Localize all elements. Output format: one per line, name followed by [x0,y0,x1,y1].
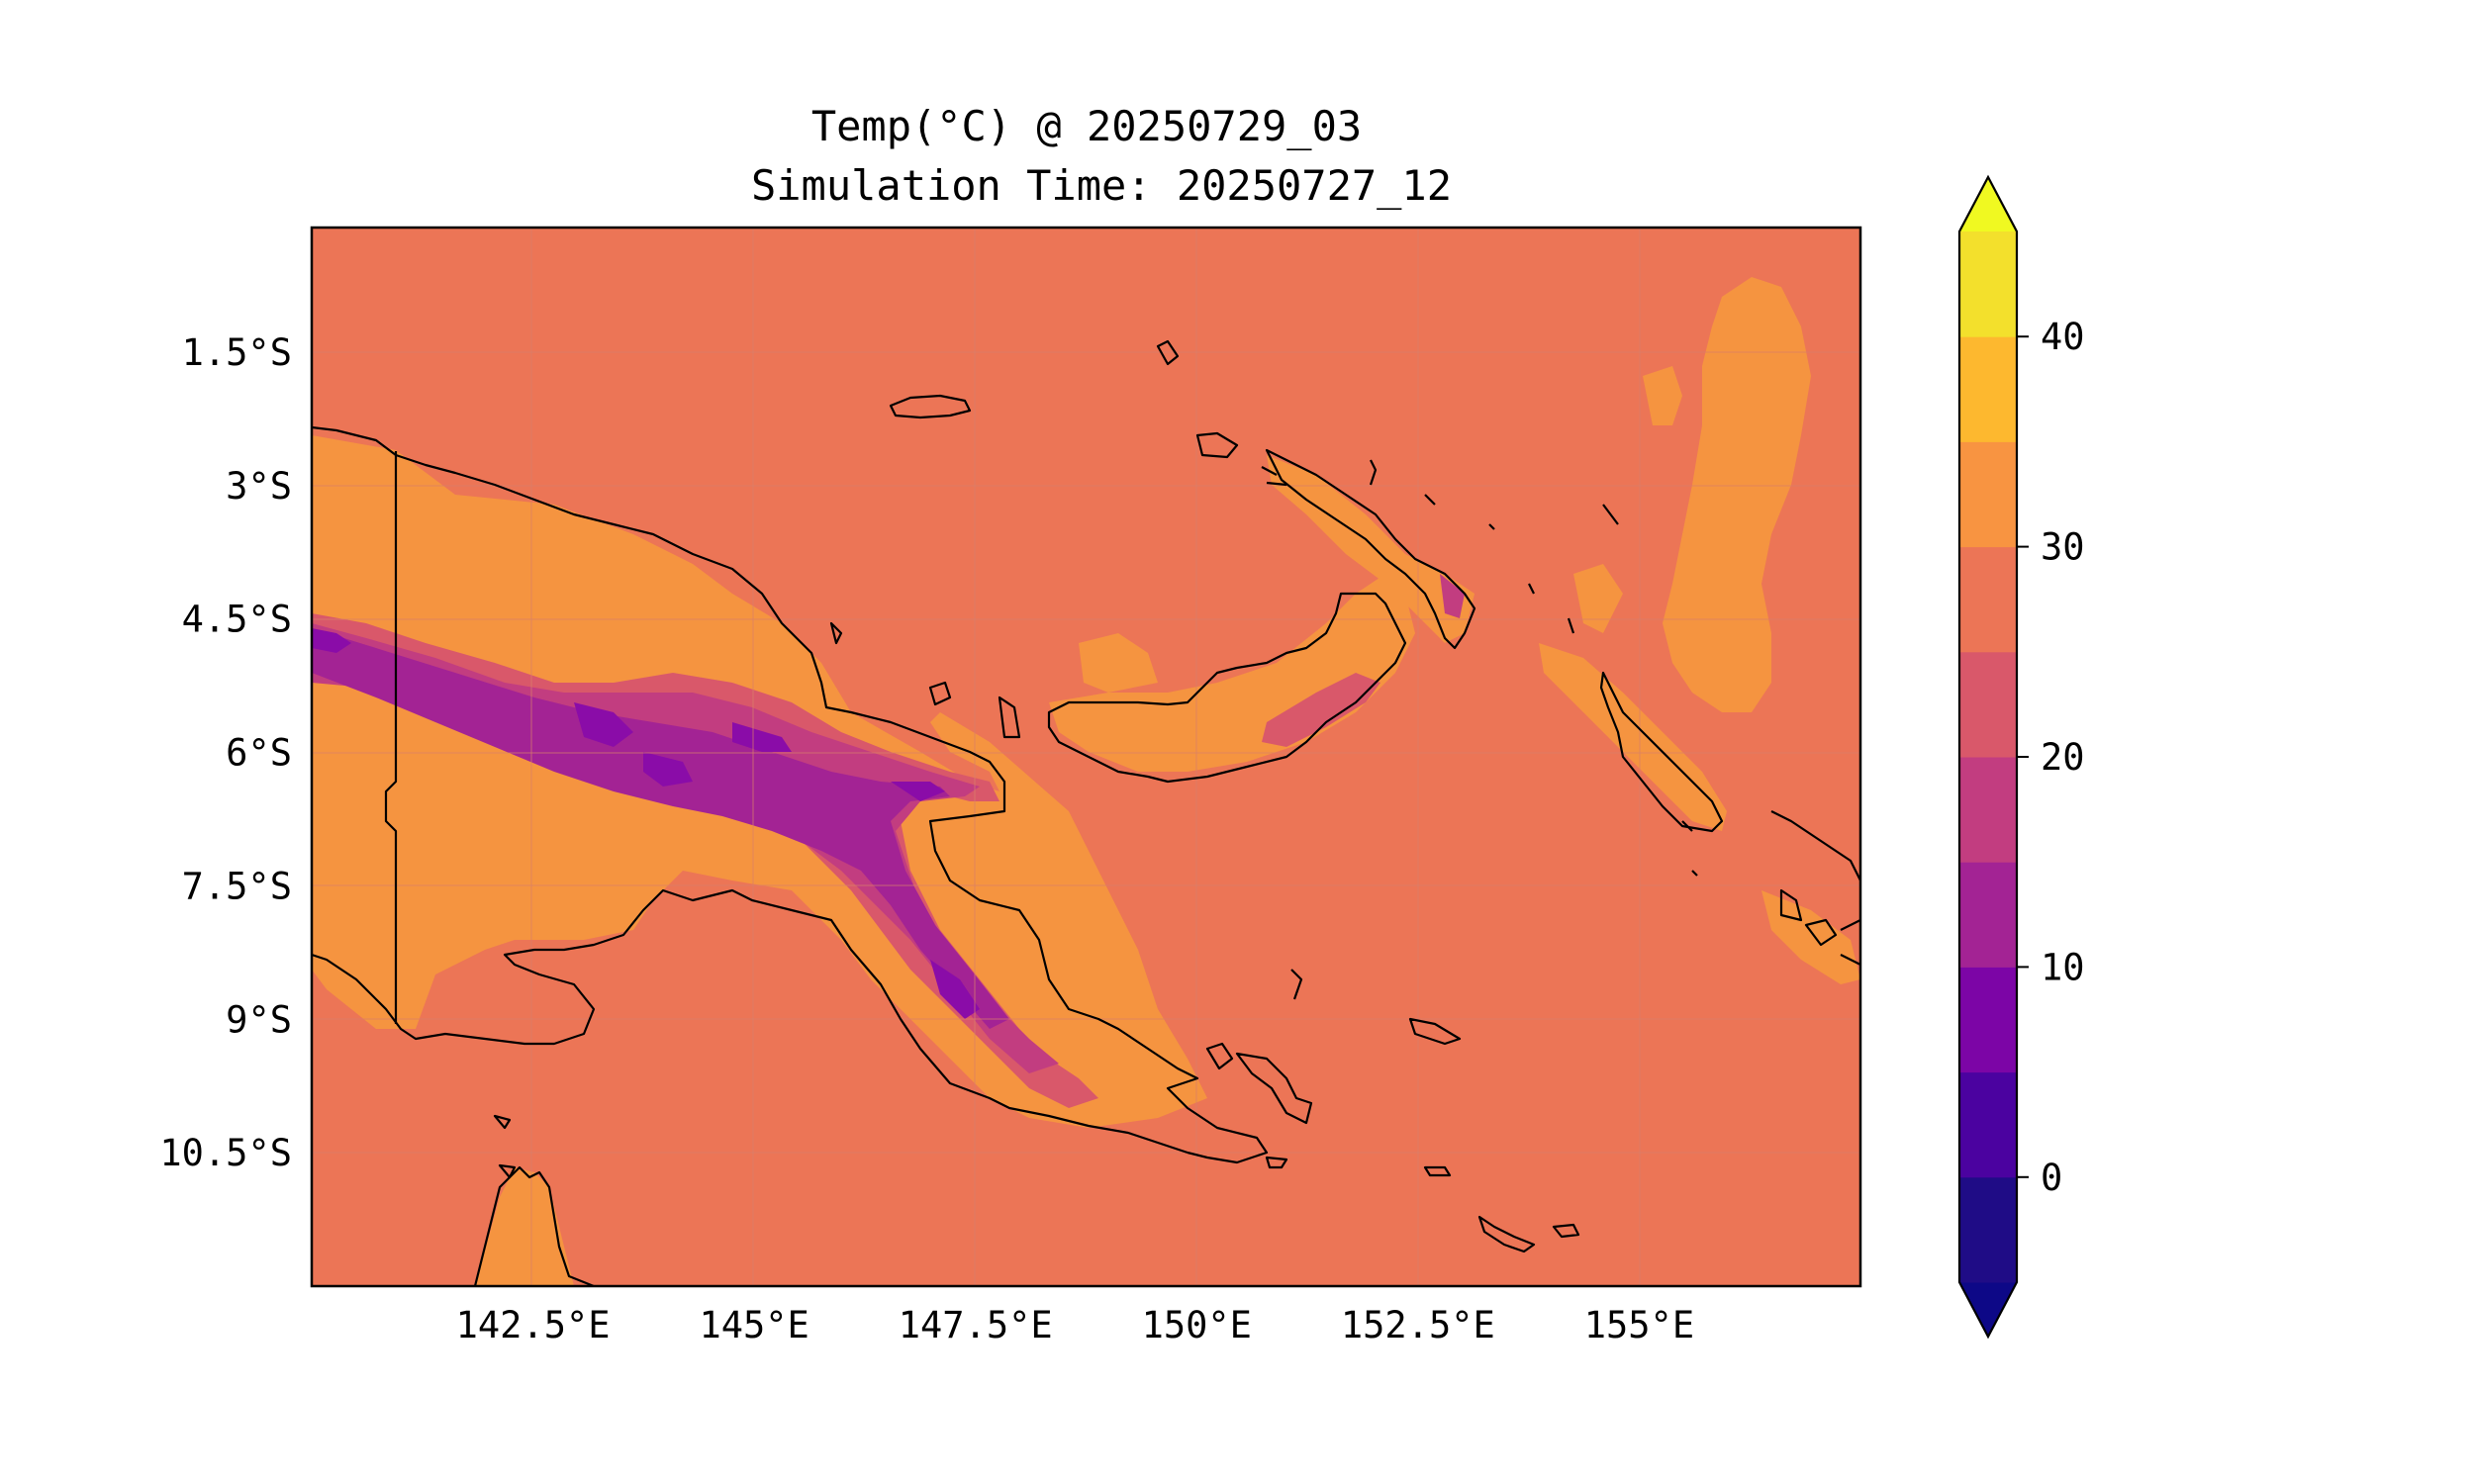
y-tick-label: 6°S [226,732,292,775]
newireland-warm-field [1267,455,1475,643]
x-tick-label: 155°E [1584,1304,1694,1346]
x-tick-label: 145°E [699,1304,809,1346]
colorbar-segment [1959,1176,2017,1283]
bougainville-warm-field [1539,643,1727,831]
coastline-bougainville [1599,671,1724,833]
colorbar-tick-label: 10 [2041,946,2085,988]
coastline-capeyork [473,1165,595,1286]
colorbar-extend-max [1959,177,2017,232]
colorbar-extend-min [1959,1282,2017,1337]
coastline-small-islands [493,339,1698,1253]
colorbar-outline [1957,174,2019,1340]
colorbar-segment [1959,967,2017,1073]
x-tick-label: 152.5°E [1341,1304,1495,1346]
colorbar-segment [1959,336,2017,442]
colorbar-tick-label: 30 [2041,526,2085,569]
y-tick-label: 3°S [226,465,292,508]
colorbar-tick-label: 0 [2041,1157,2062,1199]
colorbar-segment [1959,651,2017,758]
coastline-border [384,451,398,1024]
coastline-newbritain [1047,592,1407,784]
colorbar-segment [1959,232,2017,337]
newbritain-north-warm [1079,633,1158,693]
colorbar-segment [1959,757,2017,863]
x-tick-label: 147.5°E [899,1304,1053,1346]
x-tick-label: 150°E [1142,1304,1252,1346]
coastlines [312,339,1860,1286]
eastern-warm-blob-2 [1643,366,1682,425]
y-tick-label: 1.5°S [182,331,292,374]
capeyork-warm-field [475,1167,574,1286]
colorbar: 0 10 20 30 40 [1957,174,2085,1340]
colorbar-segment [1959,862,2017,968]
map-area [312,228,1860,1286]
colorbar-segment [1959,441,2017,548]
gridlines [312,228,1860,1286]
y-tick-label: 9°S [226,998,292,1041]
colorbar-tick-label: 20 [2041,736,2085,779]
eastern-warm-blob-3 [1573,564,1623,633]
highlands-cold-field [312,628,1009,1029]
chart-subtitle: Simulation Time: 20250727_12 [751,161,1452,210]
y-tick-label: 7.5°S [182,865,292,907]
coastline-solomons [1770,810,1860,966]
eastern-warm-blob [1663,277,1811,712]
y-axis-ticks: 1.5°S 3°S 4.5°S 6°S 7.5°S 9°S 10.5°S [159,331,292,1174]
coastline-newguinea-north [312,425,1269,1164]
x-tick-label: 142.5°E [456,1304,611,1346]
newbritain-mid-field [1262,673,1380,747]
x-axis-ticks: 142.5°E 145°E 147.5°E 150°E 152.5°E 155°E [456,1304,1695,1346]
colorbar-tick-label: 40 [2041,316,2085,358]
newireland-mid-field [1440,574,1465,618]
coastline-newguinea-south [312,888,1189,1155]
y-tick-label: 10.5°S [159,1132,292,1174]
y-tick-label: 4.5°S [182,599,292,641]
coastline-manus [889,394,972,419]
chart-title: Temp(°C) @ 20250729_03 [811,102,1362,150]
colorbar-segment [1959,1071,2017,1178]
colorbar-segment [1959,546,2017,653]
solomons-warm-field [1761,890,1860,984]
coastline-newireland [1265,448,1476,650]
map-frame [310,226,1862,1288]
